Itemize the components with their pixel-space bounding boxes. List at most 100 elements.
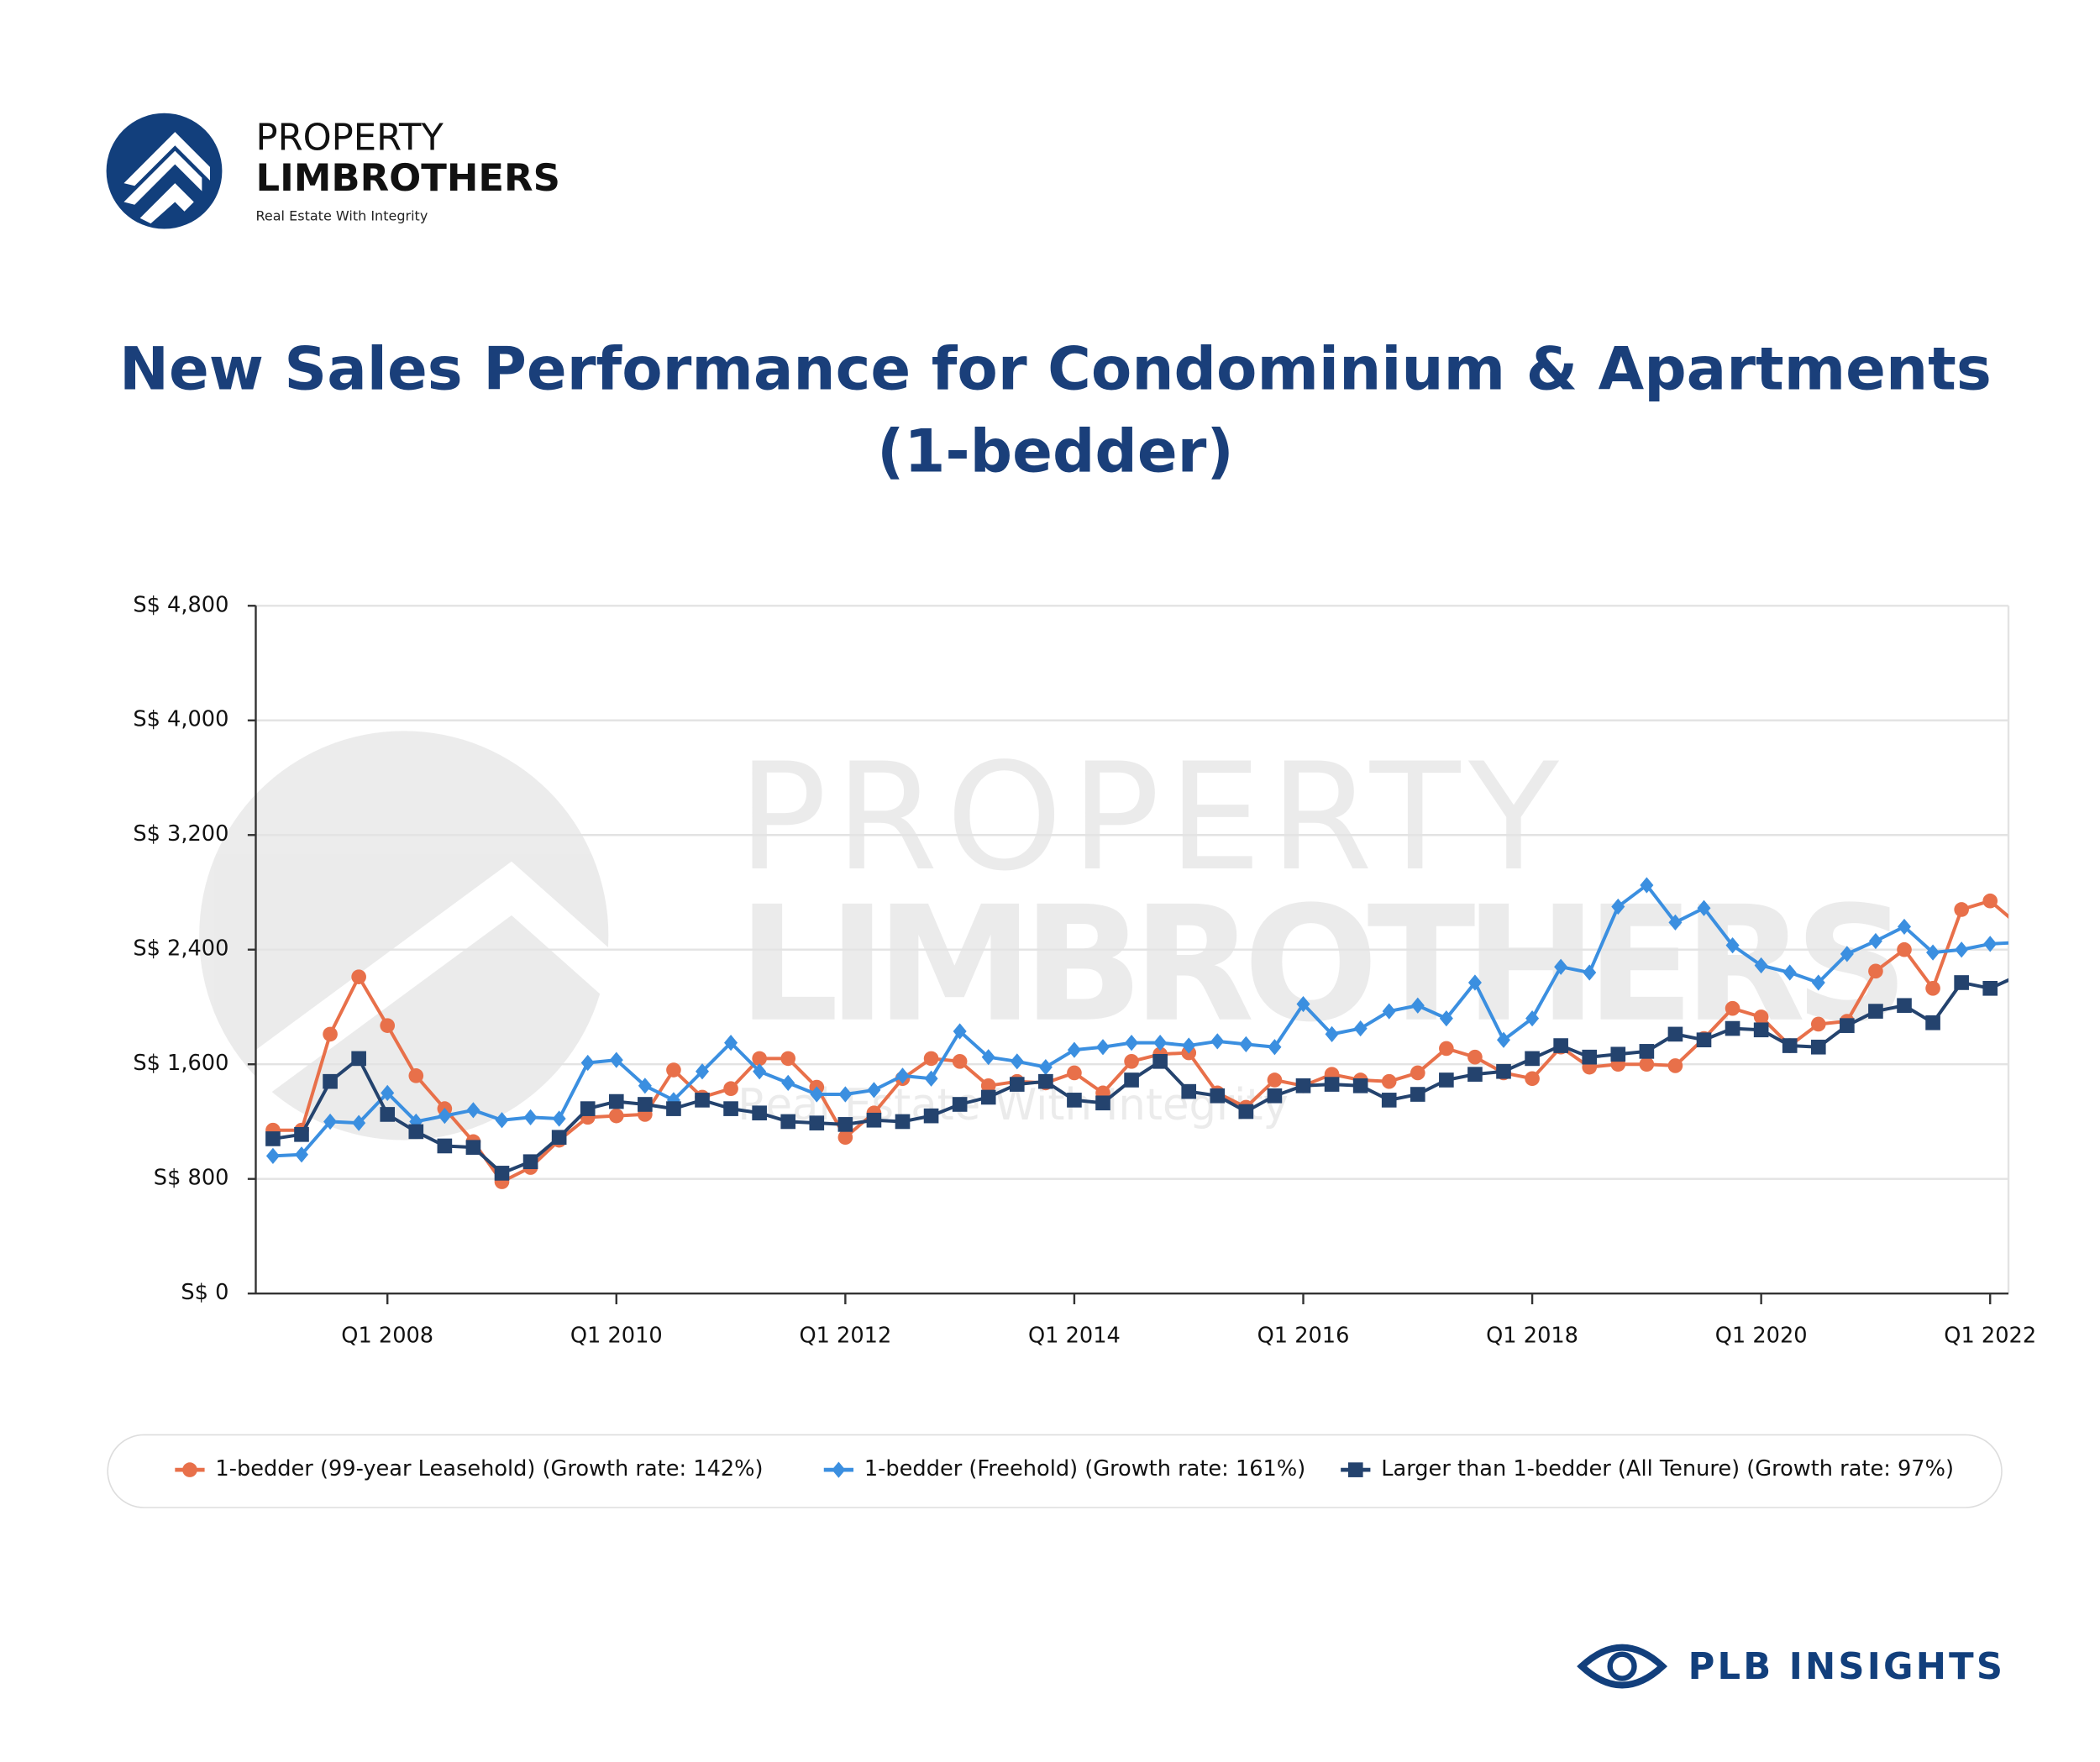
marker [1925, 1015, 1940, 1030]
marker [1667, 1026, 1683, 1042]
marker [1954, 902, 1969, 917]
marker [1810, 1039, 1826, 1055]
marker [1381, 1093, 1397, 1108]
marker [1897, 998, 1912, 1014]
marker [1267, 1088, 1283, 1104]
marker [1295, 1078, 1311, 1093]
marker [1782, 964, 1797, 981]
marker [695, 1093, 710, 1108]
marker [1182, 1037, 1196, 1054]
watermark-text: PROPERTY [738, 731, 1560, 904]
marker [1554, 958, 1568, 975]
x-tick-label: Q1 2008 [341, 1323, 433, 1348]
marker [781, 1074, 795, 1092]
marker [837, 1117, 853, 1132]
footer-icon [1577, 1644, 1668, 1689]
marker [265, 1147, 280, 1165]
series-line [272, 883, 2009, 1158]
marker [495, 1112, 509, 1129]
marker [1238, 1104, 1254, 1120]
marker [980, 1089, 996, 1105]
marker [1954, 975, 1969, 990]
marker [1381, 1073, 1397, 1089]
marker [380, 1018, 396, 1033]
marker [1124, 1053, 1139, 1069]
y-tick-label: S$ 3,200 [133, 821, 228, 847]
legend-box [107, 1434, 2003, 1508]
marker [1639, 1044, 1655, 1059]
marker [1667, 1058, 1683, 1073]
marker [1553, 1038, 1568, 1053]
marker [523, 1109, 538, 1125]
marker [981, 1049, 995, 1066]
marker [1382, 1003, 1396, 1020]
marker [1439, 1072, 1454, 1088]
marker [695, 1063, 710, 1080]
marker [866, 1112, 882, 1128]
marker [1983, 936, 1998, 952]
marker [1496, 1063, 1511, 1079]
marker [1868, 1004, 1883, 1019]
marker [1582, 1049, 1598, 1065]
marker [408, 1124, 424, 1140]
y-tick-label: S$ 0 [181, 1280, 228, 1305]
marker [1725, 1000, 1740, 1016]
marker [838, 1086, 853, 1103]
marker [2011, 968, 2026, 983]
marker [923, 1051, 939, 1067]
marker [1525, 1071, 1540, 1087]
marker [1868, 963, 1883, 979]
marker [1325, 1025, 1339, 1043]
marker [380, 1107, 396, 1122]
marker [1467, 1049, 1483, 1065]
marker [1840, 946, 1854, 962]
marker [1010, 1053, 1024, 1070]
marker [437, 1138, 453, 1154]
marker [1125, 1035, 1139, 1051]
marker [923, 1108, 939, 1124]
marker [723, 1081, 738, 1097]
marker [1410, 1065, 1425, 1081]
marker [1725, 1020, 1740, 1036]
marker [1124, 1072, 1139, 1088]
marker [294, 1146, 309, 1163]
marker [609, 1051, 623, 1068]
marker [1525, 1010, 1540, 1027]
marker [494, 1166, 510, 1181]
marker [352, 1114, 366, 1131]
marker [1410, 1087, 1425, 1102]
marker [1067, 1093, 1082, 1108]
marker [895, 1114, 911, 1130]
chart-title: (1-bedder) [877, 417, 1234, 485]
marker [1753, 1009, 1769, 1025]
marker [752, 1105, 767, 1121]
marker [438, 1108, 452, 1125]
marker [1583, 964, 1597, 981]
marker [1181, 1083, 1197, 1099]
x-tick-label: Q1 2012 [799, 1323, 891, 1348]
marker [1697, 899, 1711, 916]
marker [1152, 1053, 1168, 1069]
y-tick-label: S$ 2,400 [133, 936, 228, 962]
legend-marker [832, 1461, 846, 1478]
marker [1868, 932, 1882, 950]
brand-top: PROPERTY [255, 117, 444, 159]
brand-tagline: Real Estate With Integrity [255, 208, 428, 224]
marker [1095, 1095, 1110, 1111]
marker [351, 1051, 366, 1067]
footer-text: PLB INSIGHTS [1688, 1646, 2006, 1688]
marker [1639, 1057, 1655, 1072]
x-tick-label: Q1 2014 [1028, 1323, 1121, 1348]
marker [1925, 980, 1940, 996]
x-tick-label: Q1 2010 [570, 1323, 663, 1348]
marker [780, 1051, 796, 1067]
marker [408, 1068, 424, 1083]
marker [323, 1073, 338, 1089]
marker [753, 1063, 767, 1080]
marker [1525, 1051, 1540, 1067]
marker [1982, 893, 1998, 909]
legend-marker [1347, 1462, 1363, 1477]
marker [1897, 941, 1912, 957]
marker [952, 1097, 968, 1112]
